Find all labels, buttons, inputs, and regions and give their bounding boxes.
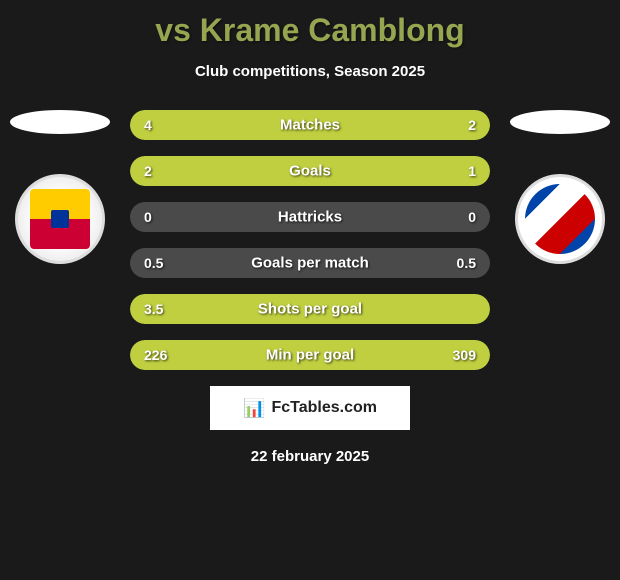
brand-text: FcTables.com <box>271 399 377 417</box>
left-player-column <box>0 110 120 264</box>
player-silhouette-left <box>10 110 110 134</box>
stat-value-right: 309 <box>453 347 476 363</box>
team-logo-left <box>15 174 105 264</box>
stat-row: 4 2 Matches <box>130 110 490 140</box>
page-title: vs Krame Camblong <box>0 0 620 49</box>
stat-label: Min per goal <box>266 347 354 364</box>
stat-row: 0 0 Hattricks <box>130 202 490 232</box>
stat-value-left: 226 <box>144 347 167 363</box>
stat-row: 226 309 Min per goal <box>130 340 490 370</box>
stat-label: Shots per goal <box>258 301 362 318</box>
stat-row: 2 1 Goals <box>130 156 490 186</box>
page-subtitle: Club competitions, Season 2025 <box>0 63 620 80</box>
player-silhouette-right <box>510 110 610 134</box>
stat-label: Goals per match <box>251 255 369 272</box>
stat-row: 3.5 Shots per goal <box>130 294 490 324</box>
stat-bar-left <box>130 156 370 186</box>
right-player-column <box>500 110 620 264</box>
stat-label: Goals <box>289 163 331 180</box>
content-area: 4 2 Matches 2 1 Goals 0 0 Hattricks 0.5 0.5 Goals p… <box>0 110 620 370</box>
footer-date: 22 february 2025 <box>0 448 620 465</box>
stats-container: 4 2 Matches 2 1 Goals 0 0 Hattricks 0.5 0.5 Goals p… <box>130 110 490 370</box>
stat-value-left: 3.5 <box>144 301 163 317</box>
stat-value-right: 2 <box>468 117 476 133</box>
stat-value-left: 4 <box>144 117 152 133</box>
stat-value-left: 0.5 <box>144 255 163 271</box>
stat-value-right: 0.5 <box>457 255 476 271</box>
brand-logo[interactable]: 📊 FcTables.com <box>210 386 410 430</box>
stat-row: 0.5 0.5 Goals per match <box>130 248 490 278</box>
stat-value-right: 0 <box>468 209 476 225</box>
chart-icon: 📊 <box>243 398 265 419</box>
stat-value-left: 0 <box>144 209 152 225</box>
stat-value-right: 1 <box>468 163 476 179</box>
stat-value-left: 2 <box>144 163 152 179</box>
team-logo-right <box>515 174 605 264</box>
stat-label: Hattricks <box>278 209 342 226</box>
stat-label: Matches <box>280 117 340 134</box>
